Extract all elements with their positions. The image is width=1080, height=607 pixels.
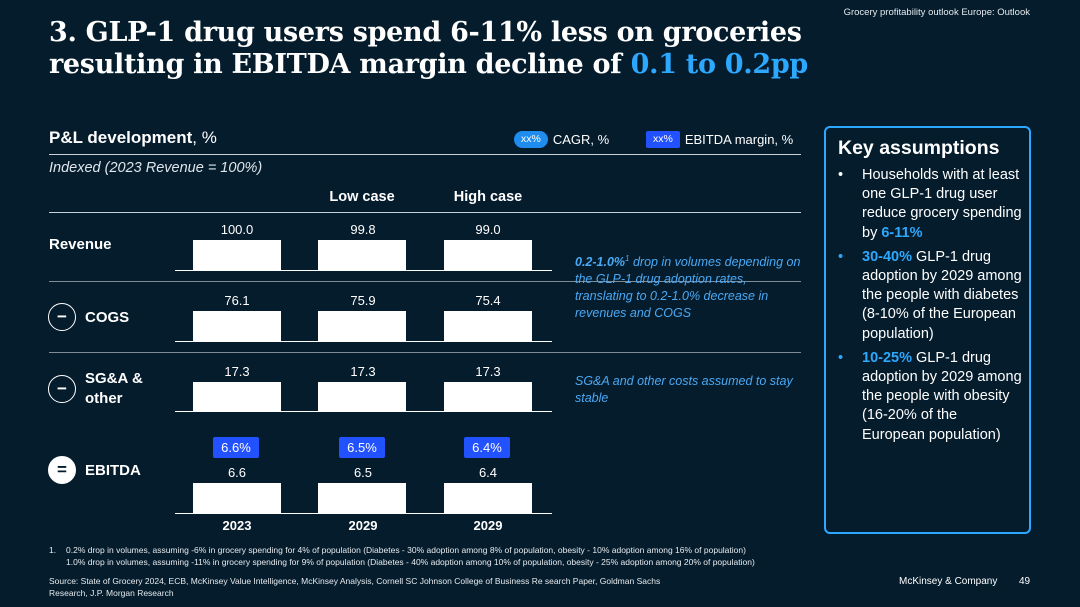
year-label-low: 2029 — [348, 518, 378, 533]
key-assumption-item: • Households with at least one GLP-1 drug… — [838, 166, 1024, 243]
page-title-line2: resulting in EBITDA margin decline of 0.… — [49, 49, 949, 81]
cogs-baseline — [175, 341, 552, 342]
page-title-highlight: 0.1 to 0.2pp — [630, 49, 809, 80]
cogs-value-high: 75.4 — [475, 293, 501, 308]
legend-cagr: xx% CAGR, % — [514, 130, 609, 148]
key-assumption-highlight: 6-11% — [881, 224, 923, 241]
revenue-baseline — [175, 270, 552, 271]
year-label-high: 2029 — [473, 518, 503, 533]
brand-name: McKinsey & Company — [899, 576, 998, 587]
page-title-line1: 3. GLP-1 drug users spend 6-11% less on … — [49, 17, 802, 48]
page-title-line2-prefix: resulting in EBITDA margin decline of — [49, 49, 631, 80]
row-label-ebitda: EBITDA — [85, 462, 141, 479]
volume-drop-range: 0.2-1.0% — [575, 255, 626, 270]
sga-bar-low — [318, 382, 406, 412]
ebitda-bar-high — [444, 483, 532, 513]
page-number: 49 — [1019, 576, 1031, 587]
key-assumption-highlight: 10-25% — [862, 349, 912, 366]
revenue-value-high: 99.0 — [475, 222, 501, 237]
sga-note: SG&A and other costs assumed to stay sta… — [575, 374, 793, 405]
row-label-sga: SG&A & other — [85, 369, 143, 409]
footnote-line1: 0.2% drop in volumes, assuming -6% in gr… — [66, 545, 746, 555]
divider-sga — [49, 352, 801, 353]
key-assumptions-title: Key assumptions — [838, 137, 1000, 159]
column-header-high-case: High case — [453, 189, 523, 205]
key-assumption-suffix: GLP-1 drug adoption by 2029 among the pe… — [862, 349, 1022, 443]
divider-header — [49, 212, 801, 213]
ebitda-bar-2023 — [193, 483, 281, 513]
footnote-ref-1: 1 — [625, 254, 630, 263]
key-assumption-text: Households with at least one GLP-1 drug … — [862, 167, 1022, 241]
cogs-bar-2023 — [193, 311, 281, 341]
sga-bar-high — [444, 382, 532, 412]
footnote-number: 1. — [49, 545, 57, 555]
sga-value-low: 17.3 — [350, 364, 376, 379]
footnote: 1. 0.2% drop in volumes, assuming -6% in… — [49, 545, 839, 568]
indexed-note: Indexed (2023 Revenue = 100%) — [49, 160, 263, 176]
legend-cagr-label: CAGR, % — [552, 131, 610, 147]
bullet-icon: • — [838, 248, 844, 265]
row-label-sga-line2: other — [85, 390, 123, 407]
footnote-line2: 1.0% drop in volumes, assuming -11% in g… — [66, 556, 755, 567]
minus-operator-sga: − — [48, 375, 76, 403]
column-header-low-case: Low case — [329, 189, 395, 205]
sga-bar-2023 — [193, 382, 281, 412]
ebitda-margin-badge-high: 6.4% — [464, 437, 510, 458]
legend-ebitda-label: EBITDA margin, % — [684, 131, 794, 147]
report-source-tag: Grocery profitability outlook Europe: Ou… — [843, 7, 1030, 18]
revenue-bar-high — [444, 240, 532, 270]
divider-top — [49, 154, 801, 155]
ebitda-bar-low — [318, 483, 406, 513]
minus-operator-cogs: − — [48, 303, 76, 331]
sources-note: Source: State of Grocery 2024, ECB, McKi… — [49, 576, 661, 598]
ebitda-margin-badge-low: 6.5% — [339, 437, 385, 458]
pl-title-bold: P&L development — [49, 128, 193, 147]
sga-baseline — [175, 411, 552, 412]
volume-drop-text: drop in volumes depending on the GLP-1 d… — [575, 255, 801, 321]
row-label-sga-line1: SG&A & — [85, 370, 143, 387]
revenue-value-low: 99.8 — [350, 222, 376, 237]
legend-ebitda-margin: xx% EBITDA margin, % — [646, 130, 793, 148]
ebitda-margin-badge-2023: 6.6% — [213, 437, 259, 458]
revenue-bar-low — [318, 240, 406, 270]
ebitda-value-high: 6.4 — [478, 465, 498, 480]
bullet-icon: • — [838, 349, 844, 366]
key-assumption-highlight: 30-40% — [862, 248, 912, 265]
row-label-revenue: Revenue — [49, 236, 112, 253]
bullet-icon: • — [838, 167, 844, 183]
cogs-bar-low — [318, 311, 406, 341]
pl-section-title: P&L development, % — [49, 128, 217, 148]
row-label-cogs: COGS — [85, 309, 130, 326]
legend-cagr-pill: xx% — [514, 130, 548, 148]
volume-drop-note: 0.2-1.0%1 drop in volumes depending on t… — [575, 250, 803, 322]
key-assumptions-box — [824, 126, 1031, 534]
key-assumption-item: • 30-40% GLP-1 drug adoption by 2029 amon… — [838, 248, 1024, 344]
cogs-bar-high — [444, 311, 532, 341]
legend-ebitda-pill: xx% — [646, 130, 680, 148]
key-assumption-suffix: GLP-1 drug adoption by 2029 among the pe… — [862, 248, 1022, 342]
revenue-bar-2023 — [193, 240, 281, 270]
page-title: 3. GLP-1 drug users spend 6-11% less on … — [49, 17, 949, 81]
cogs-value-low: 75.9 — [350, 293, 376, 308]
sga-value-2023: 17.3 — [224, 364, 250, 379]
pl-title-unit: , % — [192, 128, 217, 147]
key-assumptions-list: • Households with at least one GLP-1 drug… — [838, 166, 1024, 450]
equals-operator-ebitda: = — [48, 456, 76, 484]
ebitda-baseline — [175, 513, 552, 514]
revenue-value-2023: 100.0 — [220, 222, 254, 237]
ebitda-value-2023: 6.6 — [227, 465, 247, 480]
divider-cogs — [49, 281, 801, 282]
cogs-value-2023: 76.1 — [224, 293, 250, 308]
year-label-2023: 2023 — [222, 518, 252, 533]
ebitda-value-low: 6.5 — [353, 465, 373, 480]
key-assumption-item: • 10-25% GLP-1 drug adoption by 2029 amon… — [838, 349, 1024, 445]
sga-value-high: 17.3 — [475, 364, 501, 379]
